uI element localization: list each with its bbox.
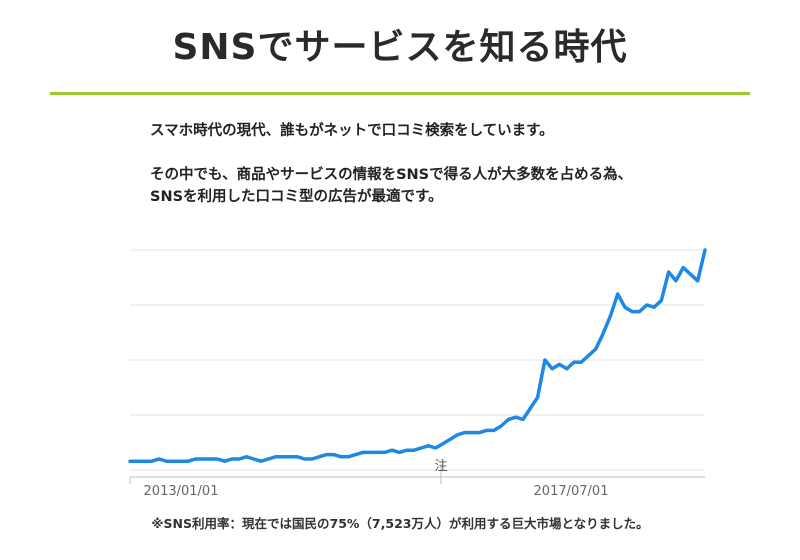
intro-line-2: その中でも、商品やサービスの情報をSNSで得る人が大多数を占める為、 xyxy=(150,167,633,183)
data-point xyxy=(557,362,561,366)
data-point xyxy=(485,428,489,432)
data-point xyxy=(426,444,430,448)
footnote: ※SNS利用率：現在では国民の75%（7,523万人）が利用する巨大市場となりま… xyxy=(151,516,649,531)
data-point xyxy=(601,332,605,336)
data-point xyxy=(332,453,336,457)
data-point xyxy=(543,358,547,362)
annotation-marker: 注 xyxy=(434,459,447,474)
data-point xyxy=(150,459,154,463)
data-point xyxy=(448,437,452,441)
data-point xyxy=(696,279,700,283)
data-point xyxy=(623,305,627,309)
data-point xyxy=(652,305,656,309)
data-point xyxy=(616,292,620,296)
data-point xyxy=(237,457,241,461)
data-point xyxy=(346,455,350,459)
data-point xyxy=(135,459,139,463)
data-point xyxy=(259,459,263,463)
data-point xyxy=(507,417,510,421)
data-point xyxy=(390,448,394,452)
data-point xyxy=(303,457,307,461)
data-point xyxy=(223,459,227,463)
data-point xyxy=(608,314,612,318)
data-point xyxy=(164,459,168,463)
data-point xyxy=(230,457,234,461)
data-point xyxy=(463,431,467,435)
data-point xyxy=(441,442,445,446)
data-point xyxy=(572,360,576,364)
data-point xyxy=(325,453,328,457)
data-point xyxy=(179,459,183,463)
data-point xyxy=(215,457,219,461)
data-point xyxy=(172,459,176,463)
x-tick-label-1: 2013/01/01 xyxy=(144,484,219,499)
trend-chart: 注 2013/01/01 2017/07/01 xyxy=(0,230,800,510)
data-point xyxy=(354,453,358,457)
data-point xyxy=(266,457,270,461)
data-point xyxy=(383,450,387,454)
data-point xyxy=(245,455,248,459)
data-point xyxy=(674,279,678,283)
data-point xyxy=(288,455,292,459)
data-point xyxy=(201,457,205,461)
paragraph-gap xyxy=(150,142,750,164)
intro-text: スマホ時代の現代、誰もがネットで口コミ検索をしています。 その中でも、商品やサー… xyxy=(150,120,750,208)
data-point xyxy=(194,457,197,461)
data-point xyxy=(412,448,416,452)
data-point xyxy=(499,424,503,428)
title-divider xyxy=(50,92,750,95)
data-point xyxy=(638,310,641,314)
data-point xyxy=(252,457,256,461)
data-point xyxy=(157,457,161,461)
data-point xyxy=(376,450,379,454)
data-point xyxy=(208,457,212,461)
data-point xyxy=(594,347,598,351)
series-line xyxy=(128,248,707,463)
data-point xyxy=(645,303,649,307)
data-point xyxy=(368,450,372,454)
data-point xyxy=(492,428,496,432)
data-point xyxy=(470,431,474,435)
x-tick-label-2: 2017/07/01 xyxy=(534,484,609,499)
data-point xyxy=(186,459,190,463)
intro-line-1: スマホ時代の現代、誰もがネットで口コミ検索をしています。 xyxy=(150,123,554,139)
data-point xyxy=(456,433,459,437)
data-point xyxy=(143,459,147,463)
data-point xyxy=(521,417,525,421)
data-point xyxy=(317,455,321,459)
trend-chart-svg: 注 2013/01/01 2017/07/01 xyxy=(128,248,707,499)
data-point xyxy=(310,457,314,461)
data-point xyxy=(667,270,671,274)
data-point xyxy=(550,367,554,371)
data-point xyxy=(630,310,634,314)
data-point xyxy=(419,446,423,450)
data-point xyxy=(688,272,692,276)
data-point xyxy=(281,455,285,459)
data-point xyxy=(703,248,707,252)
page-title: SNSでサービスを知る時代 xyxy=(172,27,628,68)
data-point xyxy=(361,450,365,454)
data-point xyxy=(128,459,132,463)
data-point xyxy=(565,367,569,371)
intro-line-3: SNSを利用した口コミ型の広告が最適です。 xyxy=(150,189,443,205)
data-point xyxy=(528,406,532,410)
data-point xyxy=(434,446,438,450)
chart-grid xyxy=(130,249,705,471)
data-point xyxy=(587,354,590,358)
data-point xyxy=(681,266,685,270)
data-point xyxy=(274,455,278,459)
data-point xyxy=(339,455,343,459)
data-point xyxy=(514,415,518,419)
data-point xyxy=(477,431,481,435)
series-points xyxy=(128,248,707,463)
data-point xyxy=(536,395,540,399)
data-point xyxy=(405,448,409,452)
data-point xyxy=(397,450,401,454)
data-point xyxy=(579,360,583,364)
data-point xyxy=(295,455,299,459)
data-point xyxy=(659,299,663,303)
